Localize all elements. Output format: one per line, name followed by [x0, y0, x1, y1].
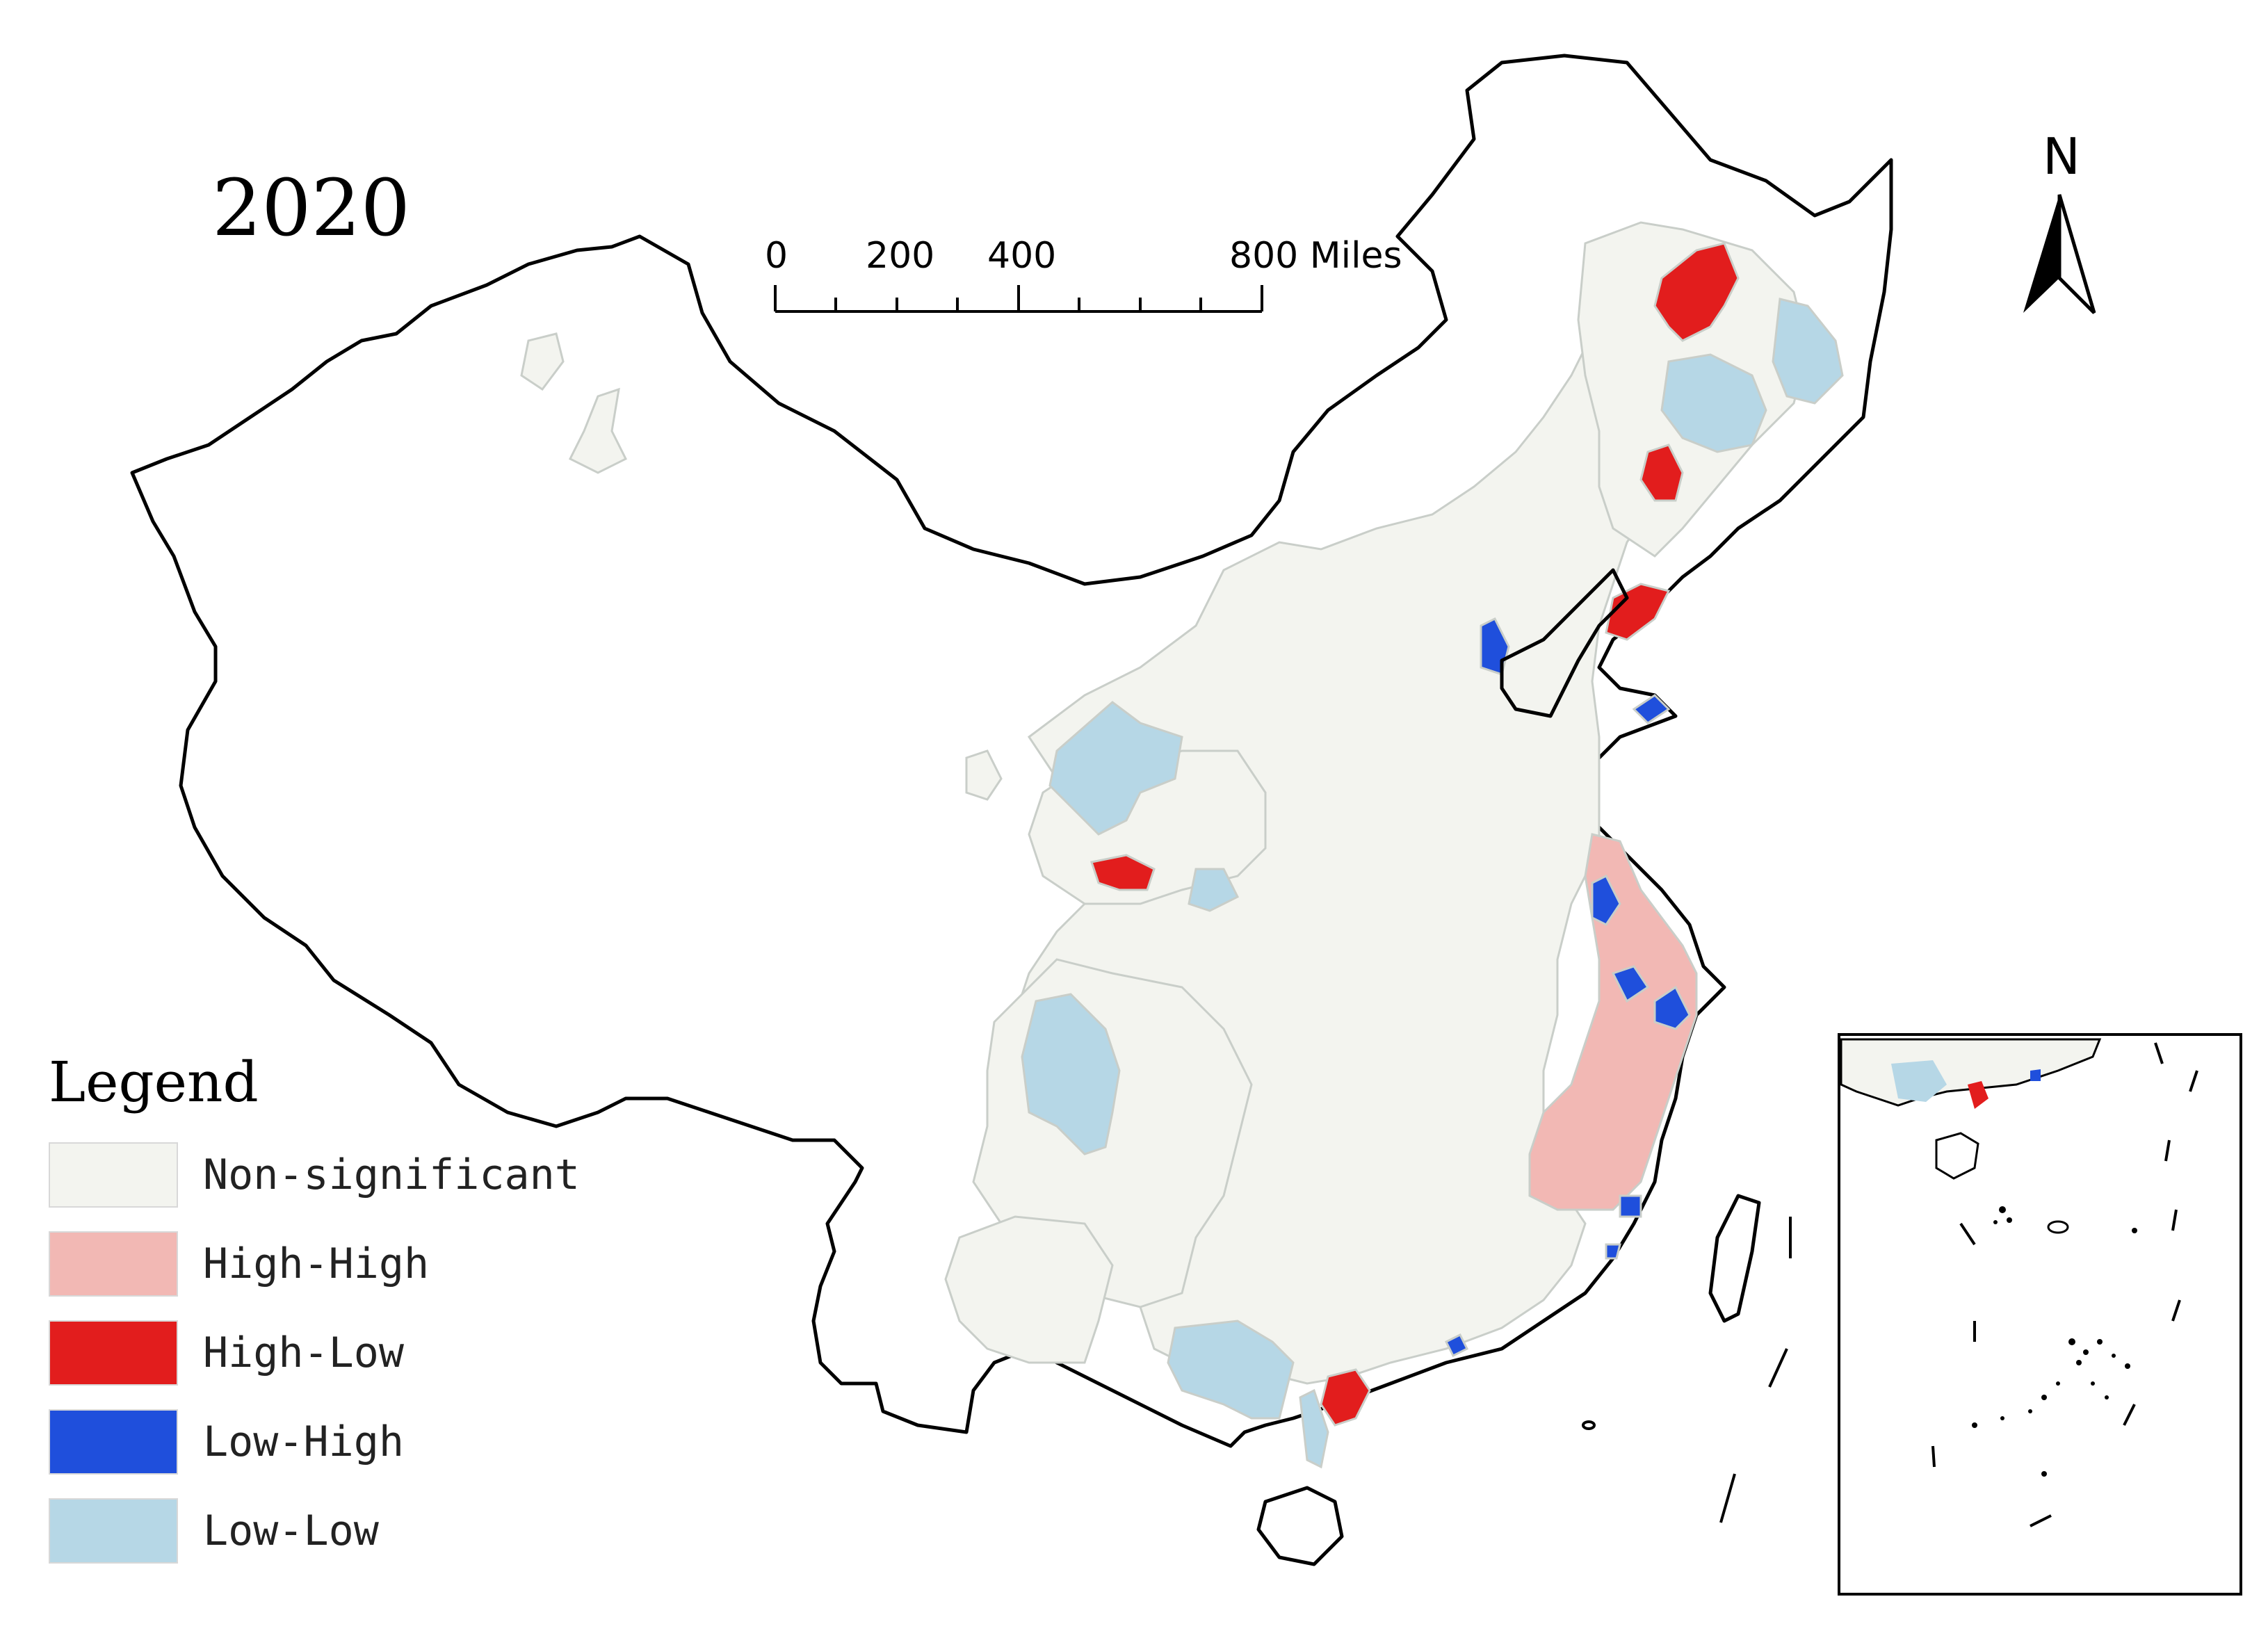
- legend-label: High-Low: [203, 1329, 404, 1377]
- region-low-low-leizhou: [1299, 1388, 1329, 1469]
- region-high-low-liaoning: [1605, 583, 1671, 641]
- legend-label: High-High: [203, 1240, 430, 1288]
- legend-label: Low-High: [203, 1418, 404, 1466]
- region-low-low-qinghai: [1188, 868, 1240, 912]
- inset-map-south-china-sea: [1838, 1033, 2242, 1596]
- legend-label: Non-significant: [203, 1151, 580, 1199]
- region-low-high-fujian: [1619, 1194, 1642, 1218]
- region-non-significant-xinjiang-spot2: [568, 387, 628, 474]
- taiwan-island: [1708, 1194, 1761, 1323]
- scale-tick-0: 0: [765, 235, 788, 277]
- inset-hainan: [1935, 1132, 1979, 1180]
- region-low-low-sichuan: [1021, 993, 1121, 1155]
- region-high-high: [1528, 833, 1698, 1211]
- region-low-low-heilongjiang-1: [1772, 298, 1844, 405]
- country-outline: [130, 54, 1893, 1448]
- inset-low-high: [2030, 1069, 2041, 1081]
- inset-dashed-border: [1931, 1042, 2198, 1527]
- region-high-low-jilin: [1639, 444, 1684, 502]
- legend-item-low-low: Low-Low: [49, 1498, 580, 1564]
- north-arrow-icon: N: [2023, 127, 2096, 314]
- region-non-significant-gansu: [965, 749, 1003, 801]
- legend: Legend Non-significant High-High High-Lo…: [49, 1050, 580, 1587]
- region-high-low-heilongjiang: [1653, 242, 1740, 342]
- legend-title: Legend: [49, 1050, 259, 1114]
- legend-label: Low-Low: [203, 1507, 379, 1555]
- legend-item-high-high: High-High: [49, 1231, 580, 1297]
- legend-item-low-high: Low-High: [49, 1409, 580, 1475]
- legend-swatch: [49, 1320, 178, 1386]
- legend-swatch: [49, 1231, 178, 1297]
- region-low-high-shandong: [1632, 694, 1671, 724]
- region-low-high-jiangsu: [1591, 874, 1621, 926]
- bohai-sea: [1500, 568, 1629, 718]
- hainan-island: [1256, 1486, 1344, 1566]
- scale-tick-400: 400: [987, 235, 1056, 277]
- scale-bar: 0 200 400 800 Miles: [765, 235, 1402, 313]
- inset-high-low: [1968, 1081, 1988, 1109]
- legend-swatch: [49, 1142, 178, 1208]
- region-low-low-guangxi: [1167, 1320, 1295, 1420]
- region-non-significant-yunnan: [944, 1215, 1114, 1364]
- region-non-significant-xinjiang-spot: [520, 332, 565, 391]
- region-low-low-heilongjiang-2: [1660, 353, 1767, 453]
- region-low-high-zhejiang: [1653, 985, 1691, 1030]
- scale-tick-800: 800 Miles: [1229, 235, 1402, 277]
- region-low-high-fujian-2: [1605, 1243, 1621, 1260]
- region-low-high-guangdong: [1444, 1333, 1469, 1358]
- north-label: N: [2043, 127, 2080, 186]
- legend-swatch: [49, 1498, 178, 1564]
- region-low-low-gansu: [1048, 701, 1183, 836]
- legend-item-non-significant: Non-significant: [49, 1142, 580, 1208]
- legend-item-high-low: High-Low: [49, 1320, 580, 1386]
- sea-boundary-lines: [1582, 1217, 1792, 1523]
- region-high-low-xinjiang: [1090, 854, 1156, 891]
- inset-islands: [1972, 1206, 2137, 1477]
- scale-tick-200: 200: [866, 235, 934, 277]
- region-low-high-shanghai-1: [1611, 965, 1650, 1003]
- region-high-low-guangdong: [1320, 1368, 1371, 1427]
- map-year-title: 2020: [212, 163, 411, 254]
- legend-swatch: [49, 1409, 178, 1475]
- inset-low-low: [1891, 1060, 1947, 1102]
